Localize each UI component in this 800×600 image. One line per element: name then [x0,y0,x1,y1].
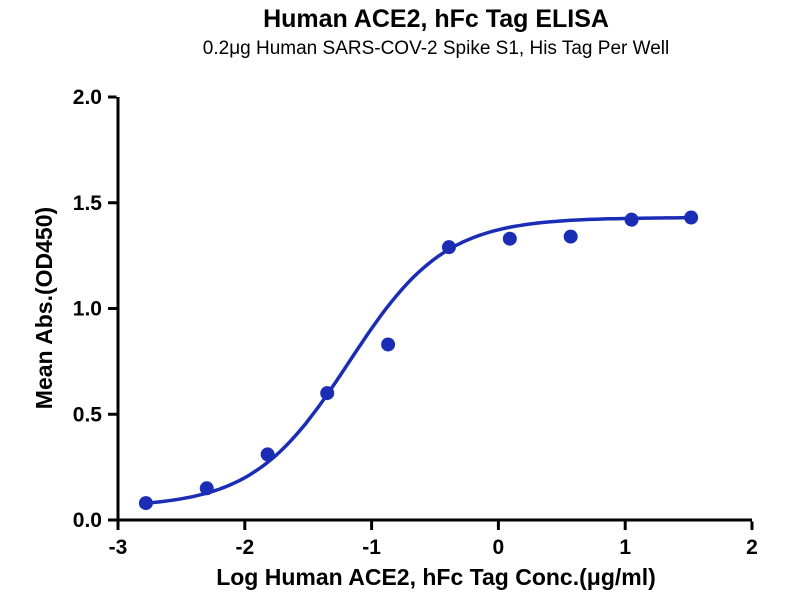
x-tick-label: 2 [746,536,758,559]
x-tick-label: -2 [235,536,254,559]
fit-curve [141,216,693,506]
x-tick-label: 0 [493,536,505,559]
data-point [441,240,456,255]
x-tick-label: 1 [619,536,631,559]
data-point [684,210,699,225]
y-axis-label: Mean Abs.(OD450) [31,207,57,409]
y-tick-label: 2.0 [73,86,102,109]
x-tick-label: -3 [109,536,128,559]
data-point [199,481,214,496]
chart-subtitle: 0.2μg Human SARS-COV-2 Spike S1, His Tag… [203,38,669,59]
chart-title: Human ACE2, hFc Tag ELISA [263,5,609,33]
data-point [381,337,396,352]
y-tick-label: 1.0 [73,298,102,321]
fit-curve-path [141,216,693,506]
data-point [320,386,335,401]
tick-labels: -3 -2 -1 0 1 2 0.0 0.5 1.0 1.5 2.0 [73,86,758,559]
data-point [260,447,275,462]
y-tick-label: 0.0 [73,509,102,532]
y-tick-label: 0.5 [73,403,103,426]
axes [108,95,754,530]
data-points [138,210,699,511]
data-point [624,212,639,227]
data-point [563,229,578,244]
data-point [502,231,517,246]
y-tick-label: 1.5 [73,192,103,215]
x-tick-label: -1 [362,536,381,559]
data-point [138,496,153,511]
x-axis-label: Log Human ACE2, hFc Tag Conc.(μg/ml) [216,564,656,590]
